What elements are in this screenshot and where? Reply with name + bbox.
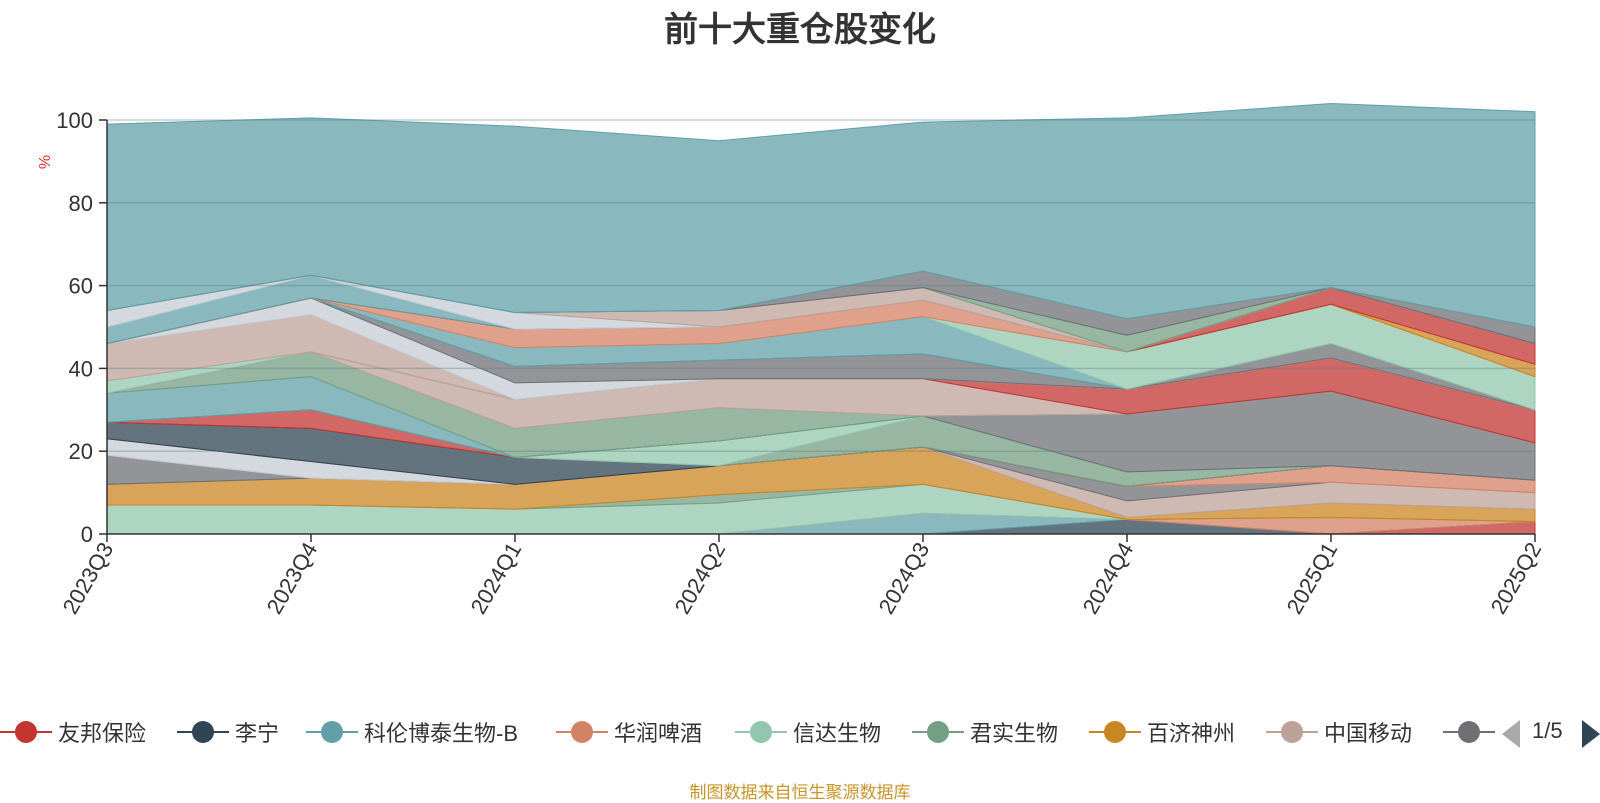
x-tick-label-2025Q2: 2025Q2 [1486, 538, 1547, 618]
legend-pager: 1/5 [1498, 712, 1600, 752]
legend-label: 友邦保险 [58, 721, 147, 746]
legend-page-indicator: 1/5 [1532, 718, 1563, 743]
x-tick-label-2024Q4: 2024Q4 [1078, 538, 1139, 618]
legend-item-0[interactable]: 友邦保险 [0, 712, 146, 752]
legend-swatch-icon [1266, 712, 1318, 752]
y-tick-label-60: 60 [69, 274, 93, 299]
legend-item-5[interactable]: 君实生物 [912, 712, 1058, 752]
legend-label: 君实生物 [970, 721, 1059, 746]
x-tick-label-2024Q3: 2024Q3 [874, 538, 935, 618]
x-tick-label-2023Q3: 2023Q3 [58, 538, 119, 618]
x-tick-label-2024Q1: 2024Q1 [466, 538, 527, 618]
legend-swatch-icon [912, 712, 964, 752]
legend-swatch-icon [735, 712, 787, 752]
legend-swatch-icon [0, 712, 52, 752]
legend-label: 百济神州 [1147, 721, 1236, 746]
legend-item-6[interactable]: 百济神州 [1089, 712, 1235, 752]
data-source-note: 制图数据来自恒生聚源数据库 [689, 783, 911, 802]
legend-label: 中国移动 [1324, 721, 1413, 746]
legend-label: 华润啤酒 [614, 721, 703, 746]
legend-item-3[interactable]: 华润啤酒 [556, 712, 702, 752]
legend-item-8[interactable] [1443, 712, 1495, 752]
y-axis-unit: % [37, 155, 54, 169]
area-layers [106, 102, 1536, 535]
y-tick-label-0: 0 [81, 522, 93, 547]
legend-label: 科伦博泰生物-B [364, 721, 519, 746]
legend-swatch-icon [177, 712, 229, 752]
legend-swatch-icon [556, 712, 608, 752]
legend-label: 李宁 [235, 721, 280, 746]
y-tick-label-100: 100 [56, 108, 93, 133]
x-tick-label-2023Q4: 2023Q4 [262, 538, 323, 618]
legend-item-4[interactable]: 信达生物 [735, 712, 881, 752]
legend-swatch-icon [306, 712, 358, 752]
legend: 友邦保险 李宁 科伦博泰生物-B 华润啤酒 信达生物 君实生物 百济神州 中国移动 [0, 712, 1600, 752]
y-tick-labels: 0 20 40 60 80 100 [56, 108, 107, 547]
legend-item-1[interactable]: 李宁 [177, 712, 279, 752]
legend-swatch-icon [1443, 712, 1495, 752]
area-series-34 [106, 102, 1536, 328]
legend-label: 信达生物 [793, 721, 882, 746]
y-tick-label-80: 80 [69, 191, 93, 216]
chart-title: 前十大重仓股变化 [664, 11, 936, 49]
legend-item-7[interactable]: 中国移动 [1266, 712, 1412, 752]
legend-swatch-icon [1089, 712, 1141, 752]
legend-next-page-icon[interactable] [1582, 720, 1600, 748]
x-tick-label-2025Q1: 2025Q1 [1282, 538, 1343, 618]
y-tick-label-20: 20 [69, 439, 93, 464]
x-tick-label-2024Q2: 2024Q2 [670, 538, 731, 618]
x-tick-labels: 2023Q3 2023Q4 2024Q1 2024Q2 2024Q3 2024Q4 2025… [58, 534, 1547, 618]
legend-item-2[interactable]: 科伦博泰生物-B [306, 712, 518, 752]
gridlines [107, 119, 1535, 452]
y-tick-label-40: 40 [69, 356, 93, 381]
legend-prev-page-icon[interactable] [1502, 720, 1520, 748]
axes [106, 120, 1535, 535]
